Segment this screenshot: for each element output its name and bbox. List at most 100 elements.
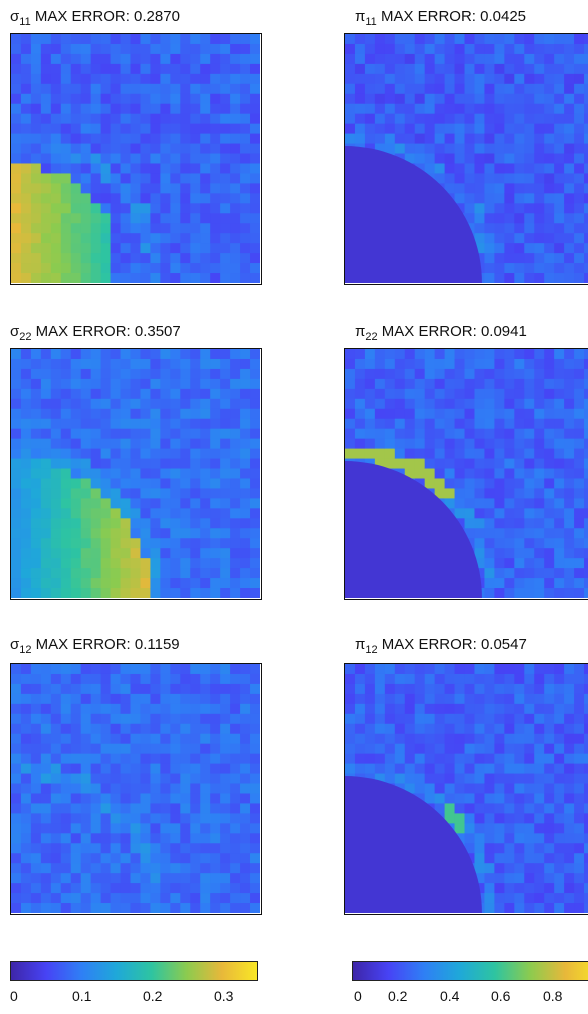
heatmap-cell: [40, 813, 52, 824]
heatmap-cell: [384, 723, 396, 735]
heatmap-cell: [20, 588, 32, 598]
heatmap-cell: [190, 368, 201, 380]
heatmap-cell: [544, 418, 555, 430]
heatmap-cell: [140, 428, 151, 440]
heatmap-cell: [554, 173, 565, 184]
heatmap-cell: [494, 743, 505, 755]
heatmap-cell: [424, 43, 436, 55]
heatmap-cell: [514, 578, 525, 589]
heatmap-cell: [30, 173, 42, 184]
heatmap-cell: [240, 83, 251, 95]
heatmap-cell: [394, 693, 406, 705]
heatmap-cell: [140, 398, 151, 410]
heatmap-cell: [414, 93, 426, 105]
heatmap-cell: [60, 823, 72, 834]
heatmap-cell: [200, 398, 211, 410]
heatmap-cell: [170, 713, 181, 725]
heatmap-cell: [524, 253, 535, 264]
heatmap-cell: [30, 133, 42, 145]
heatmap-cell: [554, 34, 565, 45]
heatmap-cell: [110, 713, 122, 725]
heatmap-cell: [484, 783, 495, 794]
heatmap-cell: [494, 263, 505, 274]
heatmap-cell: [190, 63, 201, 75]
heatmap-cell: [504, 133, 515, 145]
heatmap-cell: [250, 903, 260, 913]
heatmap-cell: [434, 63, 446, 75]
heatmap-cell: [474, 173, 485, 184]
heatmap-cell: [150, 863, 161, 874]
heatmap-cell: [524, 349, 535, 360]
heatmap-cell: [464, 43, 475, 55]
heatmap-cell: [240, 833, 251, 844]
heatmap-cell: [240, 143, 251, 155]
heatmap-cell: [504, 753, 515, 765]
heatmap-cell: [484, 478, 495, 489]
heatmap-cell: [564, 578, 575, 589]
heatmap-cell: [230, 468, 241, 479]
heatmap-cell: [20, 153, 32, 164]
heatmap-cell: [160, 388, 171, 400]
heatmap-cell: [100, 863, 112, 874]
heatmap-cell: [70, 833, 82, 844]
heatmap-cell: [424, 723, 436, 735]
heatmap-cell: [364, 34, 376, 45]
heatmap-cell: [584, 478, 588, 489]
heatmap-cell: [474, 833, 485, 844]
heatmap-cell: [554, 368, 565, 380]
heatmap-cell: [30, 763, 42, 775]
heatmap-cell: [514, 783, 525, 794]
heatmap-cell: [70, 378, 82, 390]
heatmap-cell: [230, 883, 241, 894]
heatmap-cell: [514, 378, 525, 390]
heatmap-cell: [110, 683, 122, 695]
heatmap-cell: [474, 448, 485, 460]
heatmap-cell: [120, 163, 132, 174]
heatmap-cell: [374, 83, 386, 95]
heatmap-cell: [494, 448, 505, 460]
heatmap-cell: [584, 273, 588, 283]
heatmap-cell: [554, 83, 565, 95]
heatmap-cell: [250, 63, 260, 75]
heatmap-cell: [30, 664, 42, 675]
heatmap-cell: [514, 683, 525, 695]
heatmap-cell: [130, 548, 141, 559]
heatmap-cell: [200, 683, 211, 695]
heatmap-cell: [50, 133, 62, 145]
heatmap-cell: [120, 843, 132, 854]
heatmap-cell: [564, 478, 575, 489]
heatmap-cell: [110, 398, 122, 410]
heatmap-cell: [554, 783, 565, 794]
heatmap-cell: [564, 398, 575, 410]
heatmap-cell: [564, 693, 575, 705]
heatmap-cell: [50, 163, 62, 174]
hole-region: [345, 146, 482, 283]
heatmap-cell: [150, 468, 161, 479]
heatmap-cell: [434, 693, 446, 705]
heatmap-cell: [345, 763, 356, 775]
heatmap-cell: [190, 398, 201, 410]
heatmap-cell: [534, 113, 545, 125]
heatmap-cell: [524, 853, 535, 864]
heatmap-cell: [40, 664, 52, 675]
heatmap-cell: [140, 743, 151, 755]
heatmap-cell: [200, 673, 211, 685]
heatmap-cell: [354, 378, 366, 390]
heatmap-cell: [504, 233, 515, 244]
heatmap-cell: [130, 103, 141, 115]
heatmap-cell: [230, 123, 241, 135]
heatmap-cell: [564, 213, 575, 224]
heatmap-cell: [394, 133, 406, 145]
heatmap-cell: [40, 863, 52, 874]
heatmap-cell: [514, 173, 525, 184]
heatmap-cell: [110, 163, 122, 174]
heatmap-cell: [130, 173, 141, 184]
heatmap-cell: [250, 673, 260, 685]
heatmap-cell: [444, 733, 456, 745]
heatmap-cell: [200, 518, 211, 529]
heatmap-cell: [100, 93, 112, 105]
heatmap-cell: [584, 793, 588, 804]
heatmap-cell: [514, 163, 525, 174]
heatmap-cell: [50, 349, 62, 360]
heatmap-cell: [404, 358, 416, 370]
